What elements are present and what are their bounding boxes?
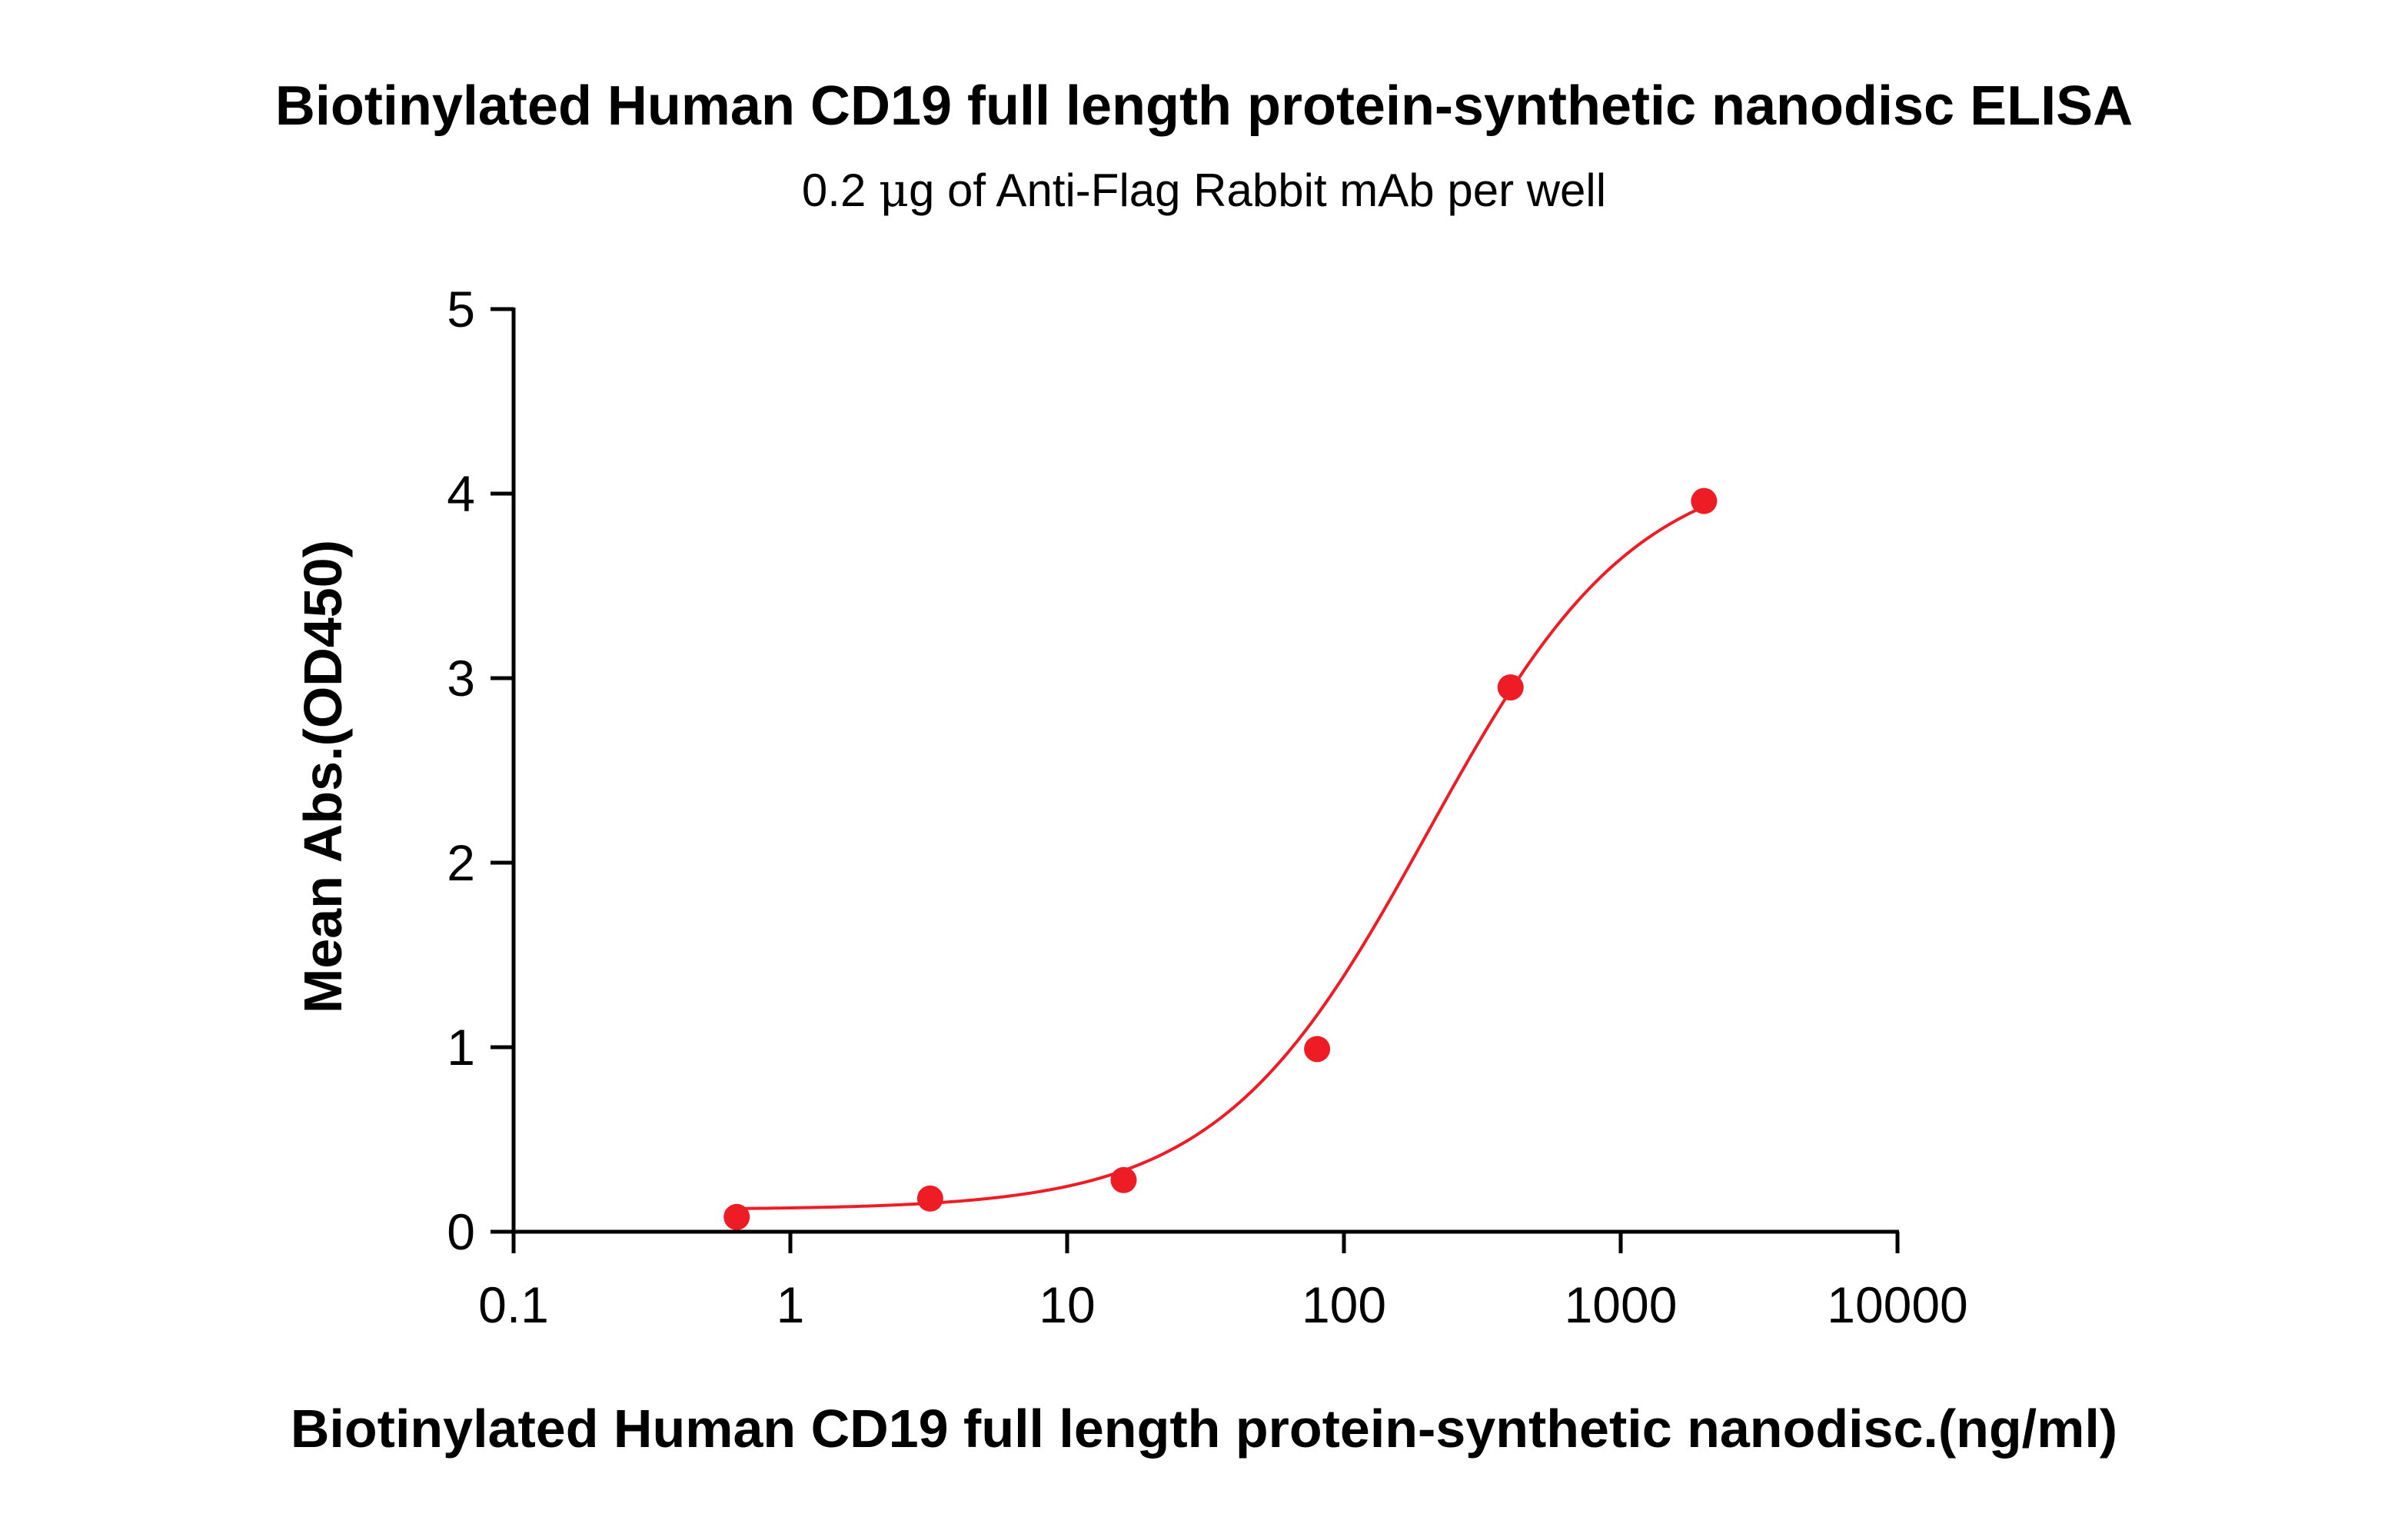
x-tick-label: 1000: [1565, 1276, 1678, 1333]
x-tick-label: 100: [1302, 1276, 1386, 1333]
data-points-layer: [723, 487, 1718, 1230]
chart-title: Biotinylated Human CD19 full length prot…: [275, 75, 2133, 137]
x-tick-label: 10: [1039, 1276, 1095, 1333]
subtitle-prefix: 0.2: [802, 165, 879, 216]
y-ticks: 0 1 2 3 4 5: [447, 281, 514, 1260]
y-tick-label: 0: [447, 1203, 475, 1260]
subtitle-unit: μ: [879, 164, 909, 218]
chart-subtitle: 0.2 μg of Anti-Flag Rabbit mAb per well: [802, 164, 1606, 218]
data-point: [1497, 674, 1524, 700]
y-tick-label: 3: [447, 650, 475, 707]
y-axis-label: Mean Abs.(OD450): [293, 540, 353, 1013]
y-tick-label: 1: [447, 1019, 475, 1076]
x-tick-label: 1: [777, 1276, 805, 1333]
x-ticks: 0.1 1 10 100 1000 10000: [478, 1232, 1968, 1333]
x-tick-label: 10000: [1827, 1276, 1968, 1333]
fit-curve: [737, 504, 1705, 1210]
data-point: [723, 1203, 750, 1230]
data-point: [1304, 1036, 1331, 1063]
subtitle-suffix: g of Anti-Flag Rabbit mAb per well: [909, 165, 1606, 216]
y-tick-label: 2: [447, 834, 475, 891]
fit-curve-layer: [737, 504, 1705, 1210]
data-point: [1691, 487, 1718, 514]
x-tick-label: 0.1: [478, 1276, 549, 1333]
data-point: [1110, 1166, 1137, 1193]
y-tick-label: 4: [447, 465, 475, 522]
y-tick-label: 5: [447, 281, 475, 338]
x-axis-label: Biotinylated Human CD19 full length prot…: [291, 1399, 2117, 1459]
data-point: [916, 1185, 943, 1212]
